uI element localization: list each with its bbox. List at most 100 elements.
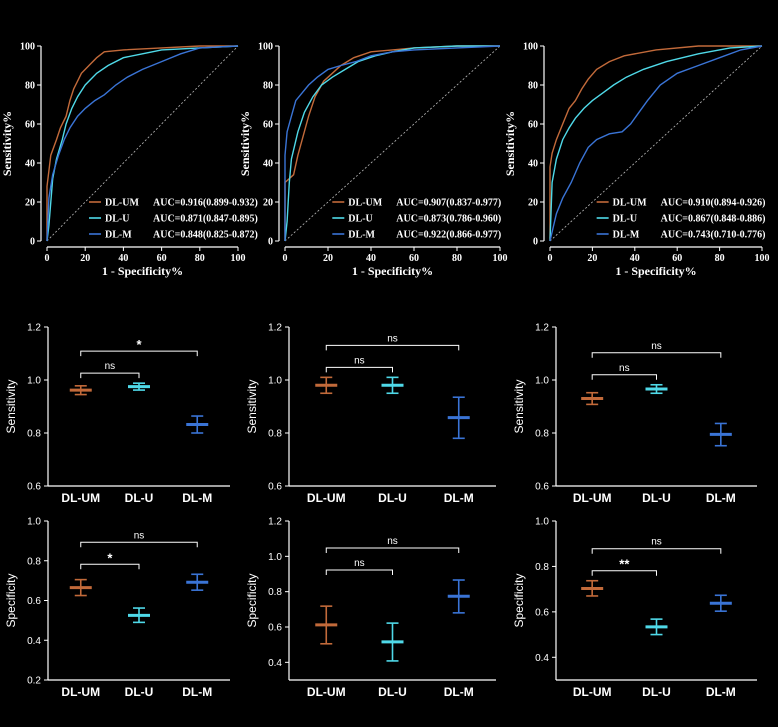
y-tick-label: 100 [258, 42, 273, 53]
y-tick-label: 0.2 [27, 676, 41, 687]
y-tick-label: 0.8 [27, 429, 41, 440]
y-tick-label: 0.8 [27, 556, 41, 567]
category-label: DL-UM [573, 491, 612, 505]
significance-bracket [591, 570, 657, 576]
legend-name: DL-M [613, 230, 640, 241]
category-label: DL-M [706, 491, 736, 505]
x-tick-label: 100 [231, 253, 246, 264]
x-tick-label: 20 [587, 253, 597, 264]
y-tick-label: 0.8 [268, 429, 282, 440]
roc-curve-dl-m [46, 45, 239, 242]
y-tick-label: 0 [268, 237, 273, 248]
category-label: DL-UM [573, 685, 612, 699]
category-label: DL-U [125, 491, 154, 505]
legend-name: DL-UM [613, 198, 647, 209]
y-tick-label: 0.6 [27, 596, 41, 607]
y-tick-label: 1.2 [27, 323, 41, 334]
y-tick-label: 60 [263, 120, 273, 131]
legend-auc: AUC=0.848(0.825-0.872) [153, 230, 258, 241]
significance-label: * [136, 337, 142, 352]
x-tick-label: 40 [630, 253, 640, 264]
y-tick-label: 0.6 [268, 623, 282, 634]
legend-auc: AUC=0.922(0.866-0.977) [396, 230, 501, 241]
y-tick-label: 80 [25, 81, 35, 92]
y-tick-label: 20 [528, 198, 538, 209]
roc-2-chart: 0 20 40 60 80 100 0 20 40 60 80 100 1 - Specificity%… [238, 42, 508, 279]
y-tick-label: 0 [533, 237, 538, 248]
y-tick-label: 1.2 [268, 323, 282, 334]
x-axis-label: 1 - Specificity% [615, 264, 696, 278]
legend-auc: AUC=0.916(0.899-0.932) [153, 198, 258, 209]
category-label: DL-U [125, 685, 154, 699]
y-tick-label: 80 [263, 81, 273, 92]
significance-label: ** [619, 557, 630, 572]
y-tick-label: 0.8 [535, 429, 549, 440]
x-tick-label: 40 [118, 253, 128, 264]
y-axis-label: Sensitivity% [503, 111, 517, 176]
x-tick-label: 80 [715, 253, 725, 264]
y-tick-label: 20 [25, 198, 35, 209]
y-tick-label: 60 [25, 120, 35, 131]
significance-label: ns [387, 536, 398, 547]
significance-label: ns [651, 341, 662, 352]
legend-name: DL-M [105, 230, 132, 241]
legend-name: DL-U [105, 214, 129, 225]
y-tick-label: 1.0 [27, 517, 41, 528]
sens-2-chart: 0.6 0.8 1.0 1.2 Sensitivity DL-UM DL-U DL-M ns ns [245, 323, 496, 505]
significance-bracket [591, 374, 657, 380]
y-tick-label: 0.4 [27, 636, 41, 647]
y-tick-label: 0.6 [27, 482, 41, 493]
y-tick-label: 0 [30, 237, 35, 248]
category-label: DL-M [182, 685, 212, 699]
y-axis-label: Specificity [4, 573, 18, 627]
x-axis-label: 1 - Specificity% [352, 264, 433, 278]
significance-label: ns [387, 333, 398, 344]
category-label: DL-U [378, 491, 407, 505]
significance-bracket [591, 352, 722, 358]
roc-curve-dl-u [284, 45, 500, 242]
category-label: DL-UM [61, 491, 100, 505]
category-label: DL-UM [61, 685, 100, 699]
legend-auc: AUC=0.907(0.837-0.977) [396, 198, 501, 209]
y-tick-label: 1.2 [535, 323, 549, 334]
legend-name: DL-UM [348, 198, 382, 209]
x-tick-label: 60 [672, 253, 682, 264]
y-axis-label: Specificity [245, 573, 259, 627]
significance-bracket [591, 548, 722, 554]
y-tick-label: 0.4 [268, 658, 282, 669]
roc-curve-dl-um [284, 45, 500, 241]
legend-name: DL-U [613, 214, 637, 225]
x-axis-label: 1 - Specificity% [102, 264, 183, 278]
category-label: DL-U [642, 685, 671, 699]
legend-auc: AUC=0.910(0.894-0.926) [661, 198, 766, 209]
x-tick-label: 100 [755, 253, 770, 264]
legend-auc: AUC=0.867(0.848-0.886) [661, 214, 766, 225]
significance-bracket [80, 372, 140, 379]
significance-bracket [80, 350, 198, 357]
spec-3-chart: 0.4 0.6 0.8 1.0 Specificity DL-UM DL-U DL-M ** ns [512, 517, 757, 699]
y-tick-label: 40 [25, 159, 35, 170]
x-tick-label: 60 [409, 253, 419, 264]
legend-name: DL-UM [105, 198, 139, 209]
significance-bracket [80, 541, 198, 548]
significance-label: ns [651, 537, 662, 548]
y-axis-label: Sensitivity [245, 379, 259, 433]
y-axis-label: Sensitivity [4, 379, 18, 433]
significance-label: ns [619, 363, 630, 374]
legend-auc: AUC=0.873(0.786-0.960) [396, 214, 501, 225]
significance-label: ns [354, 558, 365, 569]
y-tick-label: 0.6 [535, 482, 549, 493]
significance-bracket [325, 569, 393, 576]
x-tick-label: 20 [323, 253, 333, 264]
roc-curve-dl-um [46, 45, 238, 241]
x-tick-label: 0 [548, 253, 553, 264]
y-axis-label: Specificity [512, 573, 526, 627]
category-label: DL-M [182, 491, 212, 505]
y-tick-label: 40 [528, 159, 538, 170]
category-label: DL-U [642, 491, 671, 505]
reference-diagonal [284, 45, 501, 242]
legend-name: DL-U [348, 214, 372, 225]
y-tick-label: 1.2 [268, 517, 282, 528]
legend-auc: AUC=0.871(0.847-0.895) [153, 214, 258, 225]
